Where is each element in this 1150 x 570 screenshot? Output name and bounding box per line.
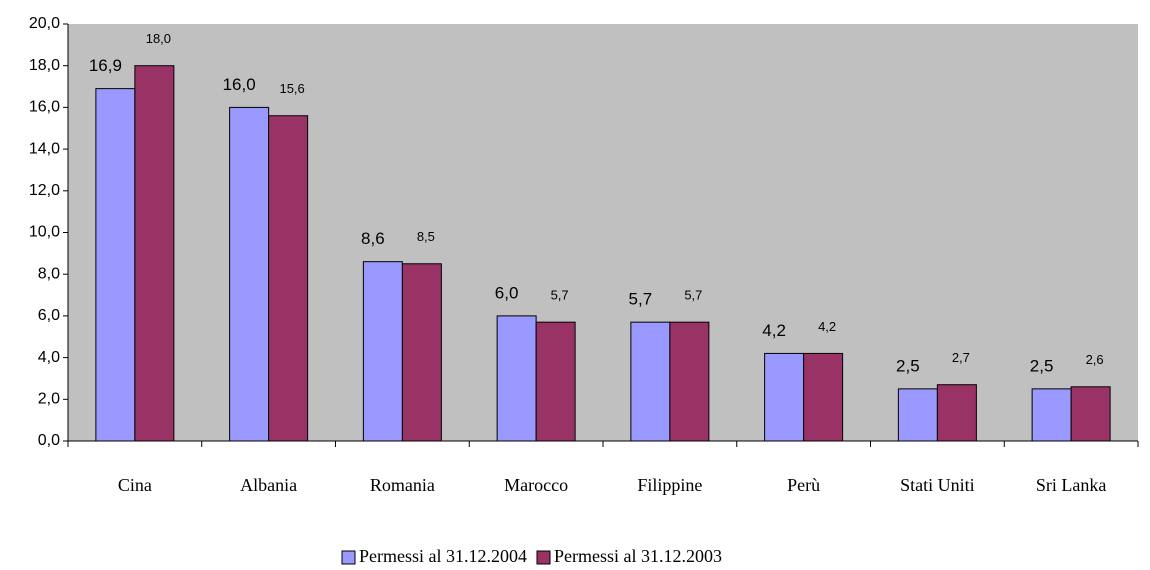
legend-label: Permessi al 31.12.2004: [359, 546, 527, 566]
value-label: 15,6: [279, 81, 304, 96]
x-tick-label: Perù: [787, 475, 820, 495]
legend-label: Permessi al 31.12.2003: [554, 546, 722, 566]
y-tick-label: 0,0: [38, 432, 60, 449]
bar: [229, 106, 270, 442]
value-label: 5,7: [629, 290, 653, 309]
y-tick-label: 18,0: [29, 57, 60, 74]
y-tick-label: 10,0: [29, 224, 60, 241]
bar: [401, 263, 442, 442]
y-tick-label: 16,0: [29, 99, 60, 116]
value-label: 16,0: [223, 75, 256, 94]
value-label: 8,6: [361, 229, 385, 248]
bar: [362, 261, 403, 442]
x-tick-label: Cina: [118, 475, 152, 495]
value-label: 16,9: [89, 56, 122, 75]
value-label: 5,7: [684, 288, 702, 303]
bar: [764, 352, 805, 442]
y-tick-label: 4,0: [38, 349, 60, 366]
value-label: 4,2: [818, 319, 836, 334]
value-label: 18,0: [146, 31, 171, 46]
y-tick-label: 14,0: [29, 140, 60, 157]
bar: [95, 88, 136, 442]
value-label: 6,0: [495, 283, 519, 302]
bar: [535, 321, 576, 442]
value-label: 2,5: [1030, 356, 1054, 375]
x-tick-label: Filippine: [637, 475, 702, 495]
y-tick-label: 12,0: [29, 182, 60, 199]
bar: [669, 321, 710, 442]
x-tick-label: Sri Lanka: [1036, 475, 1106, 495]
y-tick-label: 2,0: [38, 391, 60, 408]
value-label: 8,5: [417, 229, 435, 244]
bar: [1031, 388, 1072, 442]
x-tick-label: Stati Uniti: [900, 475, 975, 495]
legend-swatch: [341, 550, 356, 565]
bar: [1070, 386, 1111, 442]
y-tick-label: 8,0: [38, 265, 60, 282]
y-tick-label: 20,0: [29, 15, 60, 32]
bar: [897, 388, 938, 442]
value-label: 5,7: [551, 288, 569, 303]
x-tick-label: Marocco: [504, 475, 568, 495]
value-label: 2,7: [952, 350, 970, 365]
x-tick-label: Romania: [370, 475, 435, 495]
x-tick-label: Albania: [240, 475, 297, 495]
value-label: 4,2: [762, 321, 786, 340]
bar: [134, 65, 175, 442]
y-tick-label: 6,0: [38, 307, 60, 324]
bar: [496, 315, 537, 442]
bar: [803, 352, 844, 442]
bar: [268, 115, 309, 442]
bar: [630, 321, 671, 442]
value-label: 2,5: [896, 356, 920, 375]
bar: [936, 384, 977, 442]
legend-swatch: [536, 550, 551, 565]
value-label: 2,6: [1086, 352, 1104, 367]
